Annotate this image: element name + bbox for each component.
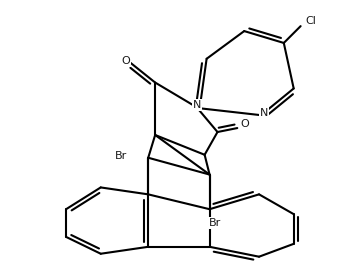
- Text: O: O: [121, 56, 130, 66]
- Text: Br: Br: [208, 218, 221, 228]
- Text: N: N: [260, 108, 268, 118]
- Text: Br: Br: [114, 151, 127, 161]
- Text: N: N: [193, 100, 201, 110]
- Text: O: O: [241, 119, 250, 129]
- Text: Cl: Cl: [305, 16, 316, 26]
